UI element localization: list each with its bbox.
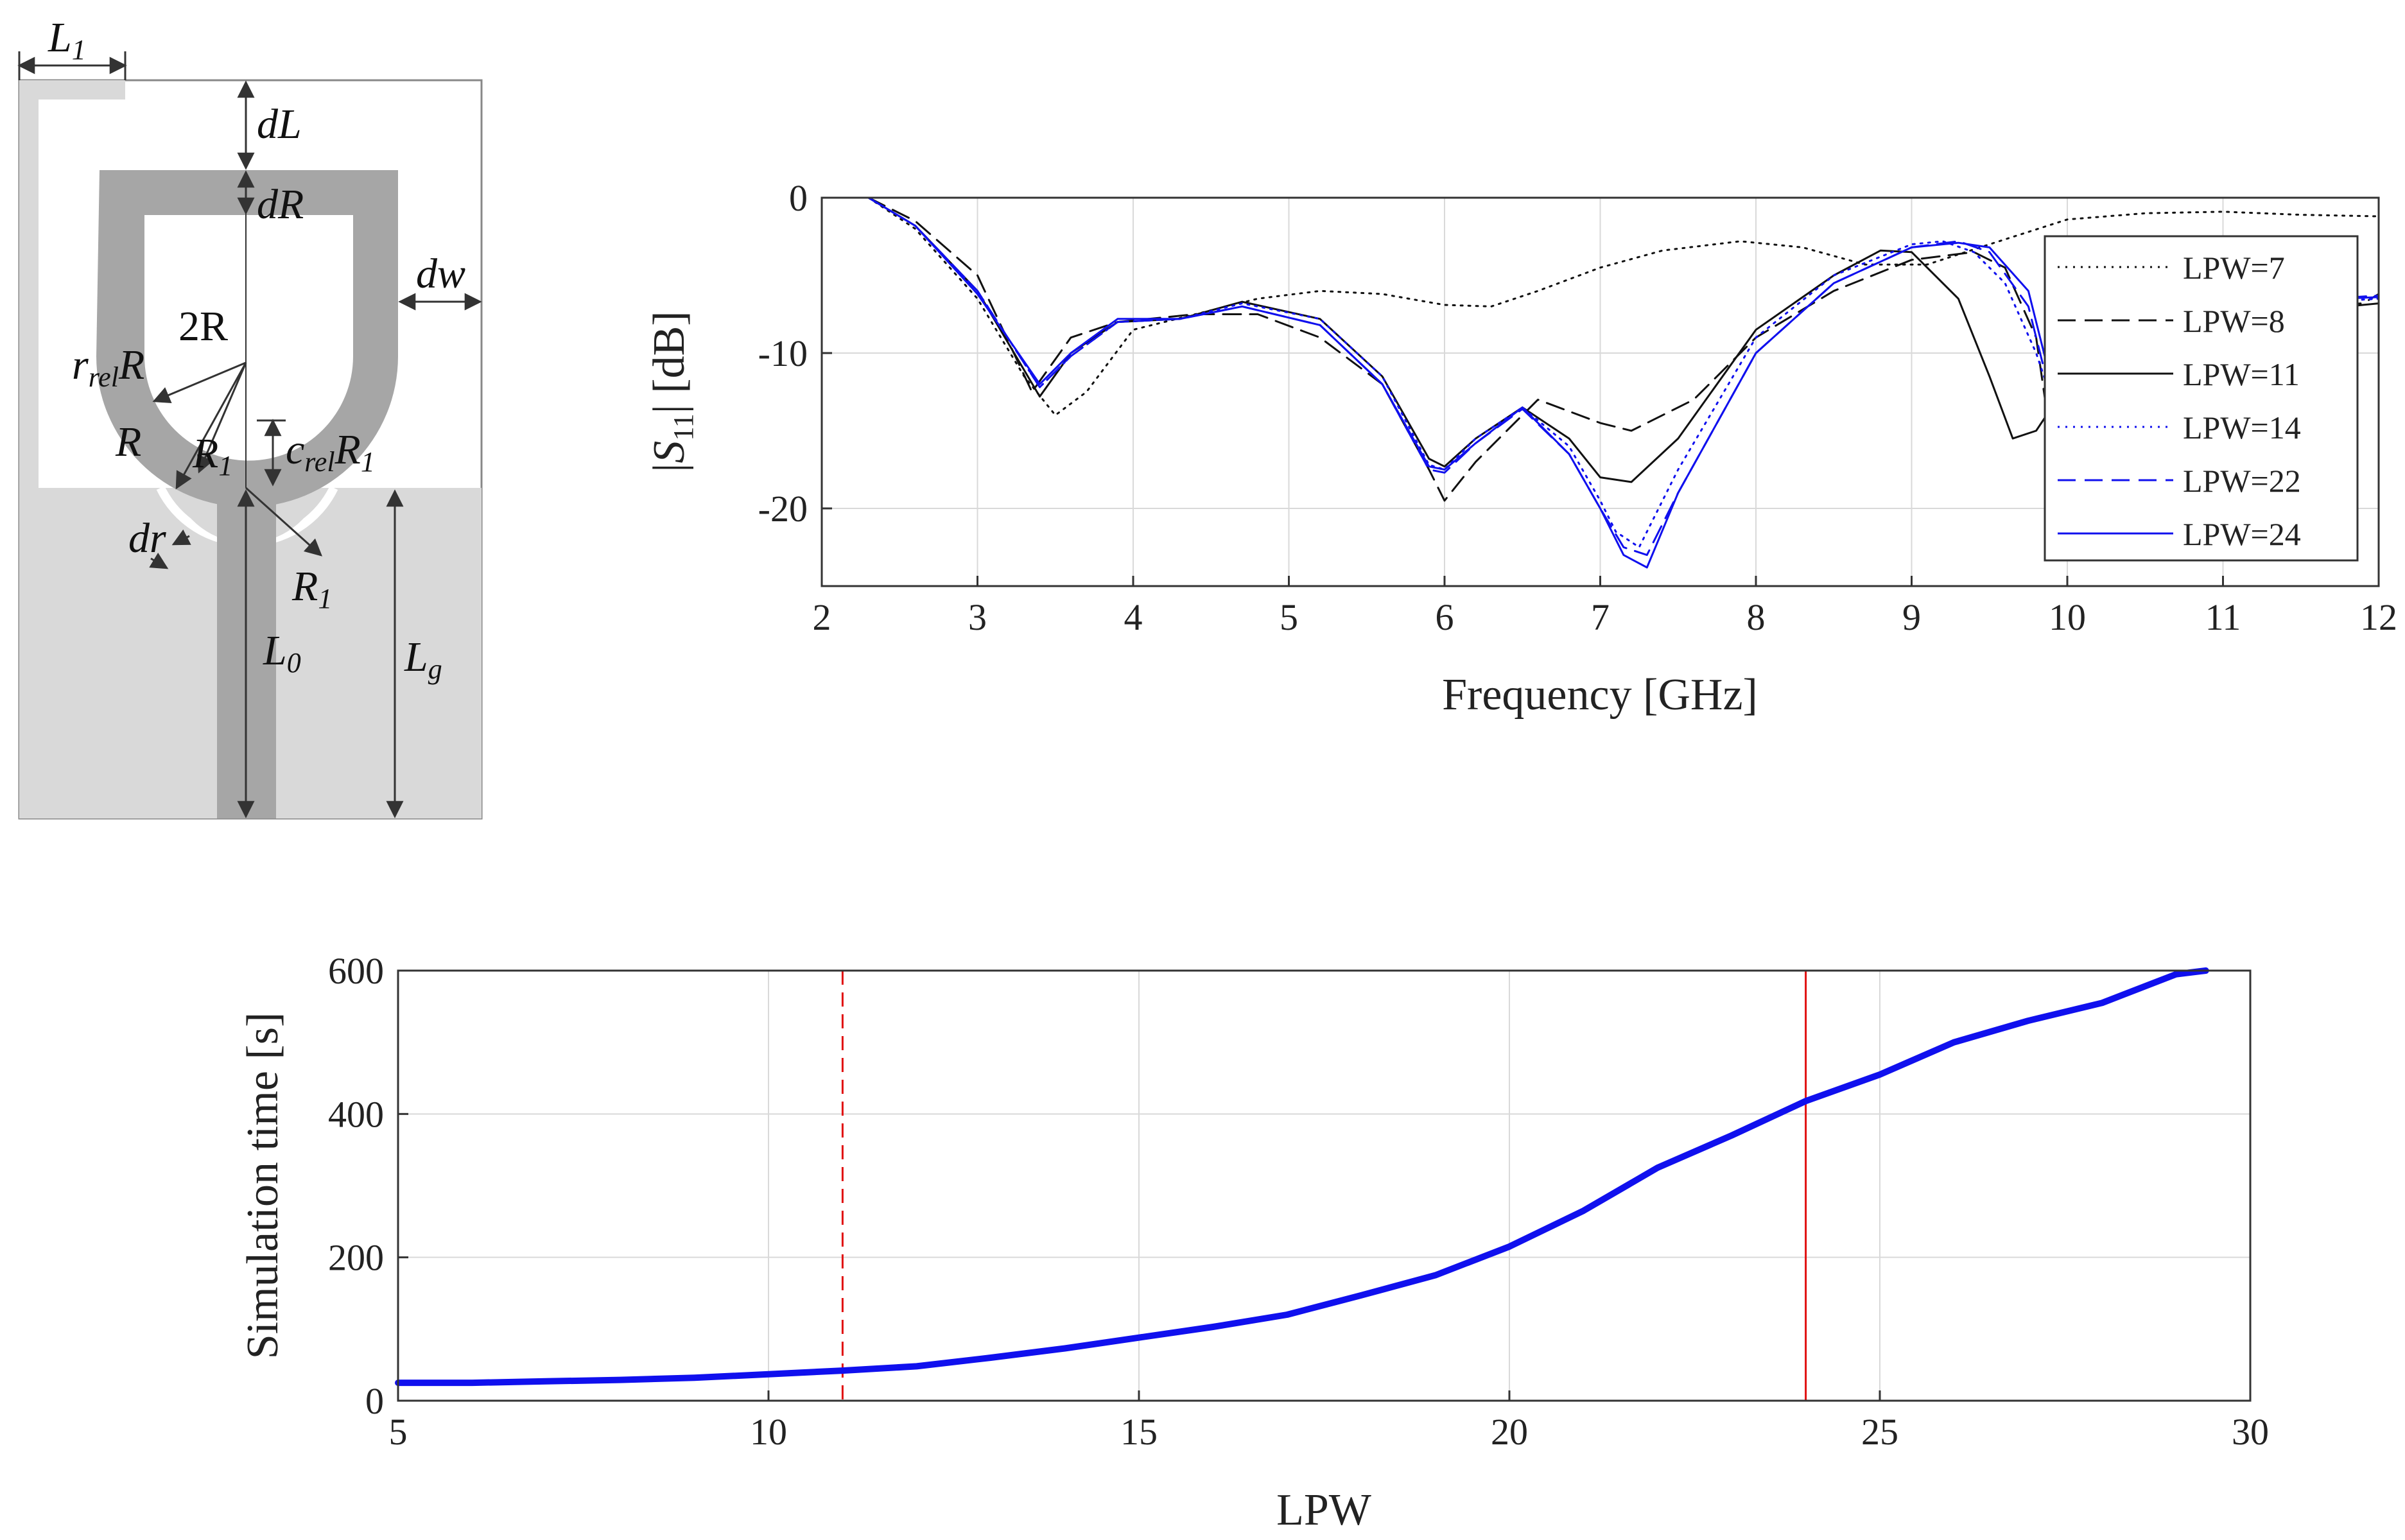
c1-series-line — [867, 198, 2379, 417]
simtime-x-label: LPW — [1276, 1485, 1371, 1535]
radiator-inner-cutout — [144, 215, 353, 461]
s11-x-ticks: 2 3 4 5 6 7 8 9 10 11 12 — [813, 576, 2397, 638]
c1-xtick-label: 4 — [1124, 596, 1143, 638]
c2-ytick-label: 600 — [328, 950, 384, 992]
c1-xtick-label: 10 — [2049, 596, 2086, 638]
c1-xtick-label: 11 — [2205, 596, 2241, 638]
label-dw: dw — [416, 250, 465, 297]
label-dR: dR — [257, 181, 304, 228]
legend-label: LPW=14 — [2183, 410, 2301, 446]
label-rrelR: rrelR — [72, 342, 144, 393]
legend-label: LPW=7 — [2183, 250, 2285, 286]
label-L0: L0 — [263, 627, 301, 679]
legend-label: LPW=11 — [2183, 356, 2300, 392]
label-R: R — [115, 419, 141, 465]
s11-y-label: |S11| [dB] — [645, 311, 699, 472]
c2-xtick-label: 20 — [1491, 1411, 1528, 1453]
simtime-chart: 5 10 15 20 25 30 0 200 400 600 LPW Simulation ti… — [238, 950, 2269, 1535]
s11-legend: LPW=7 LPW=8 LPW=11 LPW=14 LPW=22 LPW=24 — [2044, 235, 2359, 562]
s11-y-ticks: 0 -10 -20 — [758, 177, 832, 530]
simtime-series-group — [395, 967, 2209, 1387]
c2-ytick-label: 200 — [328, 1237, 384, 1279]
c1-xtick-label: 3 — [968, 596, 987, 638]
legend-label: LPW=22 — [2183, 463, 2301, 499]
label-L1: L1 — [48, 14, 86, 65]
dim-R — [175, 362, 247, 490]
c1-xtick-label: 2 — [813, 596, 831, 638]
label-Lg: Lg — [404, 634, 442, 685]
s11-chart: 2 3 4 5 6 7 8 9 10 11 12 0 -10 -20 Frequency [GHz] |… — [645, 177, 2397, 720]
simtime-y-label: Simulation time [s] — [238, 1012, 288, 1360]
simtime-vlines — [841, 971, 1807, 1401]
antenna-diagram: L1 dL dR dw 2R rrelR R R1 crelR1 dr R1 L… — [17, 14, 483, 820]
dim-R1a — [197, 362, 247, 474]
c2-xtick-label: 30 — [2232, 1411, 2269, 1453]
legend-label: LPW=24 — [2183, 516, 2301, 552]
c1-ytick-label: 0 — [789, 177, 808, 219]
dim-dr-1 — [171, 529, 191, 546]
c1-xtick-label: 8 — [1747, 596, 1766, 638]
c2-xtick-label: 5 — [389, 1411, 408, 1453]
label-crelR1: crelR1 — [286, 426, 375, 478]
label-2R: 2R — [178, 303, 228, 350]
label-dL: dL — [257, 101, 302, 148]
c1-ytick-label: -20 — [758, 488, 808, 530]
c1-xtick-label: 7 — [1591, 596, 1610, 638]
c2-xtick-label: 15 — [1120, 1411, 1158, 1453]
c2-ytick-label: 0 — [365, 1380, 384, 1422]
parasitic-strip — [19, 80, 125, 488]
c1-xtick-label: 6 — [1436, 596, 1454, 638]
c1-xtick-label: 12 — [2360, 596, 2397, 638]
legend-label: LPW=8 — [2183, 303, 2285, 339]
c1-xtick-label: 9 — [1902, 596, 1921, 638]
dim-R1b — [245, 487, 323, 557]
s11-legend-box — [2044, 235, 2359, 562]
c2-xtick-label: 25 — [1861, 1411, 1898, 1453]
simtime-y-ticks: 0 200 400 600 — [328, 950, 408, 1422]
s11-x-label: Frequency [GHz] — [1442, 670, 1758, 720]
c2-xtick-label: 10 — [750, 1411, 787, 1453]
c2-series-line — [395, 967, 2209, 1387]
c2-ytick-label: 400 — [328, 1093, 384, 1135]
label-R1b: R1 — [291, 563, 332, 614]
simtime-plot-frame — [397, 969, 2252, 1402]
simtime-x-ticks: 5 10 15 20 25 30 — [389, 1390, 2269, 1453]
label-dr: dr — [128, 515, 166, 562]
dim-rrelR — [152, 361, 247, 404]
dim-dr-2 — [149, 552, 169, 569]
c1-ytick-label: -10 — [758, 333, 808, 374]
label-R1a: R1 — [192, 430, 232, 481]
c1-xtick-label: 5 — [1280, 596, 1298, 638]
